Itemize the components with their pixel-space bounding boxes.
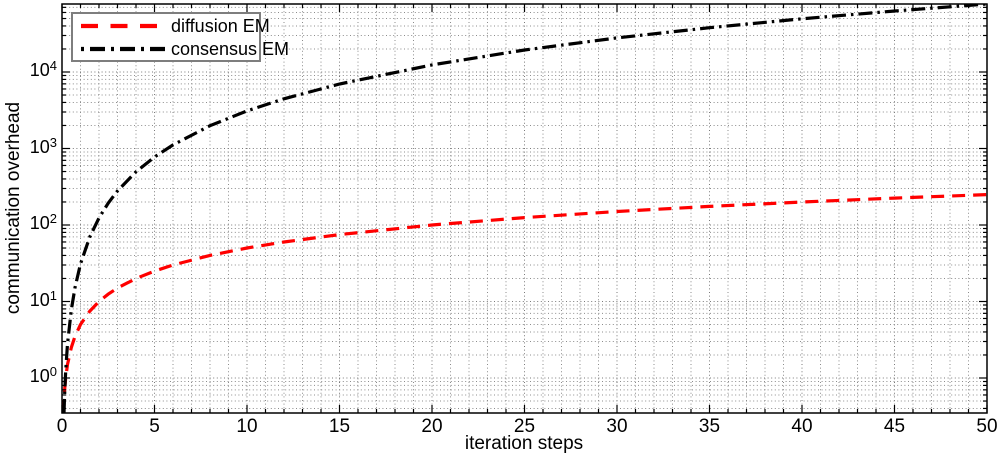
legend: diffusion EM consensus EM (71, 12, 289, 62)
x-tick-label: 15 (328, 416, 351, 437)
x-tick-label: 50 (976, 416, 998, 437)
y-tick-label: 104 (29, 58, 57, 80)
y-tick-label: 103 (29, 134, 57, 157)
x-tick-label: 45 (883, 416, 906, 437)
x-tick-label: 25 (513, 416, 536, 437)
y-tick-label: 100 (29, 364, 57, 386)
x-tick-label: 10 (236, 416, 258, 437)
y-tick-label: 101 (29, 287, 57, 310)
y-axis-title: communication overhead (3, 101, 24, 315)
consensus-line-sample-icon (81, 46, 165, 51)
diffusion-line-sample-icon (81, 23, 165, 28)
axis-ticks (61, 4, 988, 413)
x-axis-title: iteration steps (464, 433, 584, 454)
legend-label-consensus: consensus EM (171, 38, 290, 59)
grid-lines (62, 4, 987, 413)
x-tick-label: 0 (56, 416, 68, 437)
consensus-series-line (62, 4, 987, 413)
legend-label-diffusion: diffusion EM (171, 15, 270, 36)
x-tick-label: 40 (791, 416, 813, 437)
x-tick-label: 20 (421, 416, 443, 437)
legend-item-diffusion: diffusion EM (73, 14, 270, 37)
x-tick-label: 30 (606, 416, 628, 437)
legend-item-consensus: consensus EM (73, 37, 289, 60)
x-tick-label: 5 (149, 416, 160, 437)
diffusion-series-line (62, 193, 987, 413)
x-tick-label: 35 (698, 416, 721, 437)
y-tick-label: 102 (29, 211, 57, 233)
